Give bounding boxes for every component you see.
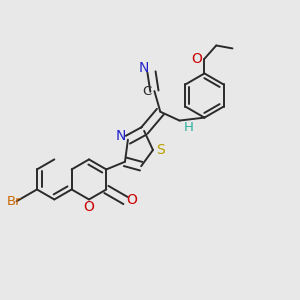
Text: N: N — [139, 61, 149, 75]
Text: C: C — [142, 85, 152, 98]
Text: O: O — [192, 52, 203, 66]
Text: S: S — [156, 143, 165, 157]
Text: Br: Br — [6, 195, 21, 208]
Text: O: O — [83, 200, 94, 214]
Text: O: O — [126, 194, 137, 208]
Text: H: H — [183, 122, 193, 134]
Text: N: N — [116, 129, 126, 143]
